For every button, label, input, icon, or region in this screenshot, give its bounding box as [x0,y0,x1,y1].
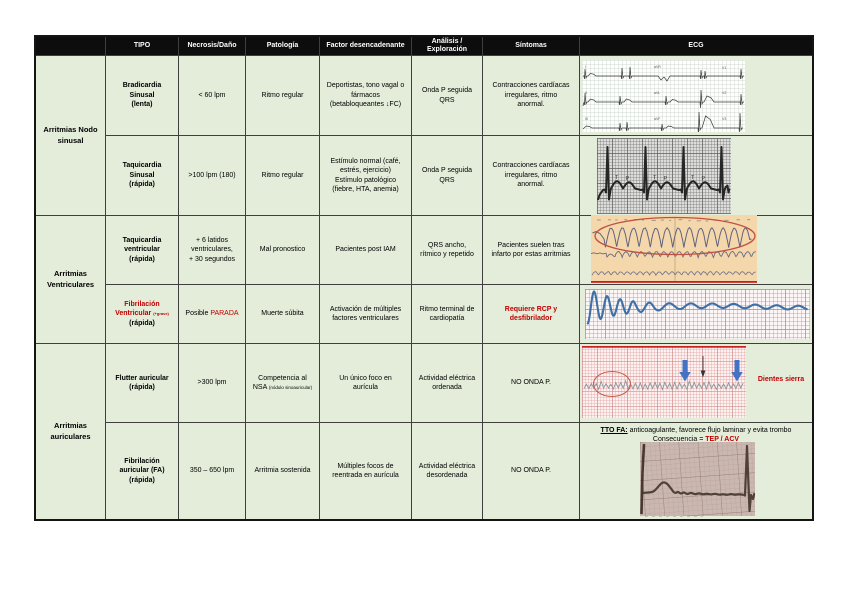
svg-text:V3: V3 [722,117,726,121]
svg-text:aVF: aVF [654,117,660,121]
svg-text:III: III [585,117,588,121]
svg-text:I: I [585,65,586,69]
svg-text:P: P [702,176,706,182]
svg-text:T: T [615,175,619,181]
svg-text:aVL: aVL [654,91,660,95]
svg-text:aVR: aVR [654,65,661,69]
svg-text:T: T [691,175,695,181]
svg-text:T: T [653,175,657,181]
svg-text:V1: V1 [722,66,726,70]
svg-text:V2: V2 [722,91,726,95]
svg-text:P: P [664,176,668,182]
svg-text:P: P [626,176,630,182]
svg-text:II: II [585,91,587,95]
